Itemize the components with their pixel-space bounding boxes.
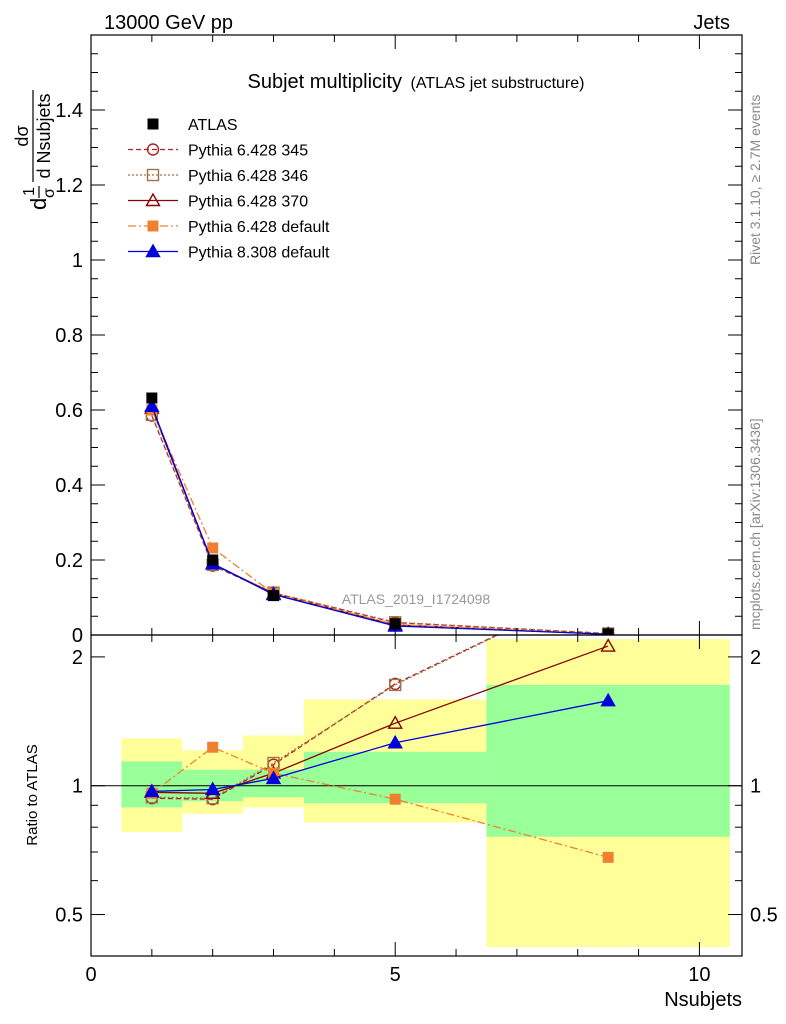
header-left: 13000 GeV pp xyxy=(104,12,233,34)
legend-marker-1 xyxy=(146,168,160,182)
header-right: Jets xyxy=(693,12,730,34)
legend-marker-3 xyxy=(147,220,159,232)
plot-title-sub: (ATLAS jet substructure) xyxy=(410,75,584,92)
ratio-plot-frame xyxy=(90,634,743,957)
legend-label-data: ATLAS xyxy=(188,117,238,134)
ratio-series-1-point-3 xyxy=(389,678,402,692)
x-axis-label: Nsubjets xyxy=(664,989,742,1011)
x-tick-label-2: 10 xyxy=(688,964,710,986)
ylabel-numerator: dσ xyxy=(12,125,32,146)
ratio-y-tick-label-right-1: 1 xyxy=(750,776,761,798)
ratio-series-3-point-4 xyxy=(602,851,614,863)
ratio-y-tick-label-left-0: 0.5 xyxy=(55,905,83,927)
main-y-tick-label-3: 0.6 xyxy=(55,400,83,422)
main-y-tick-label-7: 1.4 xyxy=(55,100,83,122)
side-text-rivet: Rivet 3.1.10, ≥ 2.7M events xyxy=(747,95,763,265)
ratio-series-line-3 xyxy=(151,746,609,859)
ratio-series-3-point-3 xyxy=(389,793,401,805)
main-series-3-point-1 xyxy=(207,542,219,554)
ratio-y-tick-label-right-0: 0.5 xyxy=(750,905,778,927)
ratio-series-4-point-4 xyxy=(600,692,616,707)
main-y-tick-label-0: 0 xyxy=(72,625,83,647)
main-y-tick-label-5: 1 xyxy=(72,250,83,272)
axis-ticks: 0 5 10 0 0.2 0.4 0.6 0.8 1 1.2 1.4 0.5 0.5 1 1 2 2 xyxy=(55,34,778,986)
side-text-mcplots: mcplots.cern.ch [arXiv:1306.3436] xyxy=(747,418,763,630)
legend-label-2: Pythia 6.428 370 xyxy=(188,194,308,211)
main-series-4-point-0 xyxy=(144,398,160,412)
x-tick-label-0: 0 xyxy=(85,964,96,986)
main-y-tick-label-6: 1.2 xyxy=(55,175,83,197)
ratio-series-4-point-2 xyxy=(265,770,282,785)
legend: ATLAS Pythia 6.428 345 Pythia 6.428 346 Pyt… xyxy=(128,117,330,262)
main-y-tick-label-1: 0.2 xyxy=(55,550,83,572)
ratio-series-4-point-1 xyxy=(204,781,221,796)
ratio-series-2-point-4 xyxy=(600,638,616,652)
ylabel-denominator: d Nsubjets xyxy=(34,93,54,178)
legend-label-3: Pythia 6.428 default xyxy=(188,219,330,236)
ratio-plot-lines xyxy=(91,635,742,863)
ratio-series-3-point-1 xyxy=(207,741,219,753)
ratio-series-2-point-3 xyxy=(387,715,403,729)
ratio-y-tick-label-left-1: 1 xyxy=(72,776,83,798)
ratio-y-tick-label-left-2: 2 xyxy=(72,647,83,669)
x-tick-label-1: 5 xyxy=(390,964,401,986)
watermark: ATLAS_2019_I1724098 xyxy=(342,591,491,607)
ratio-series-4-point-3 xyxy=(387,734,403,749)
main-data-point-0 xyxy=(146,392,158,404)
legend-label-0: Pythia 6.428 345 xyxy=(188,143,308,160)
legend-marker-2 xyxy=(145,192,161,207)
ratio-y-tick-label-right-2: 2 xyxy=(750,647,761,669)
main-y-tick-label-2: 0.4 xyxy=(55,475,83,497)
legend-marker-0 xyxy=(146,143,160,156)
plot-title: Subjet multiplicity (ATLAS jet substruct… xyxy=(248,71,585,93)
ratio-series-line-1 xyxy=(151,635,500,799)
ylabel-d-prefix: d xyxy=(26,198,51,210)
main-y-axis-label: d 1 σ dσ d Nsubjets xyxy=(12,90,58,210)
ylabel-sigma: σ xyxy=(41,188,58,198)
legend-label-1: Pythia 6.428 346 xyxy=(188,168,308,185)
ylabel-one: 1 xyxy=(21,187,38,196)
main-data-point-4 xyxy=(602,628,614,635)
main-y-tick-label-4: 0.8 xyxy=(55,325,83,347)
ratio-y-axis-label: Ratio to ATLAS xyxy=(24,744,41,845)
legend-marker-data xyxy=(147,118,159,130)
main-data-point-1 xyxy=(207,554,219,566)
band-inner-bin-4 xyxy=(486,684,730,837)
ratio-series-line-0 xyxy=(151,635,499,800)
main-data-point-2 xyxy=(268,590,280,602)
legend-marker-4 xyxy=(145,243,161,258)
ratio-series-4-point-0 xyxy=(144,783,160,798)
main-plot-lines xyxy=(144,392,615,635)
legend-label-4: Pythia 8.308 default xyxy=(188,245,330,262)
plot-title-main: Subjet multiplicity xyxy=(248,71,403,93)
